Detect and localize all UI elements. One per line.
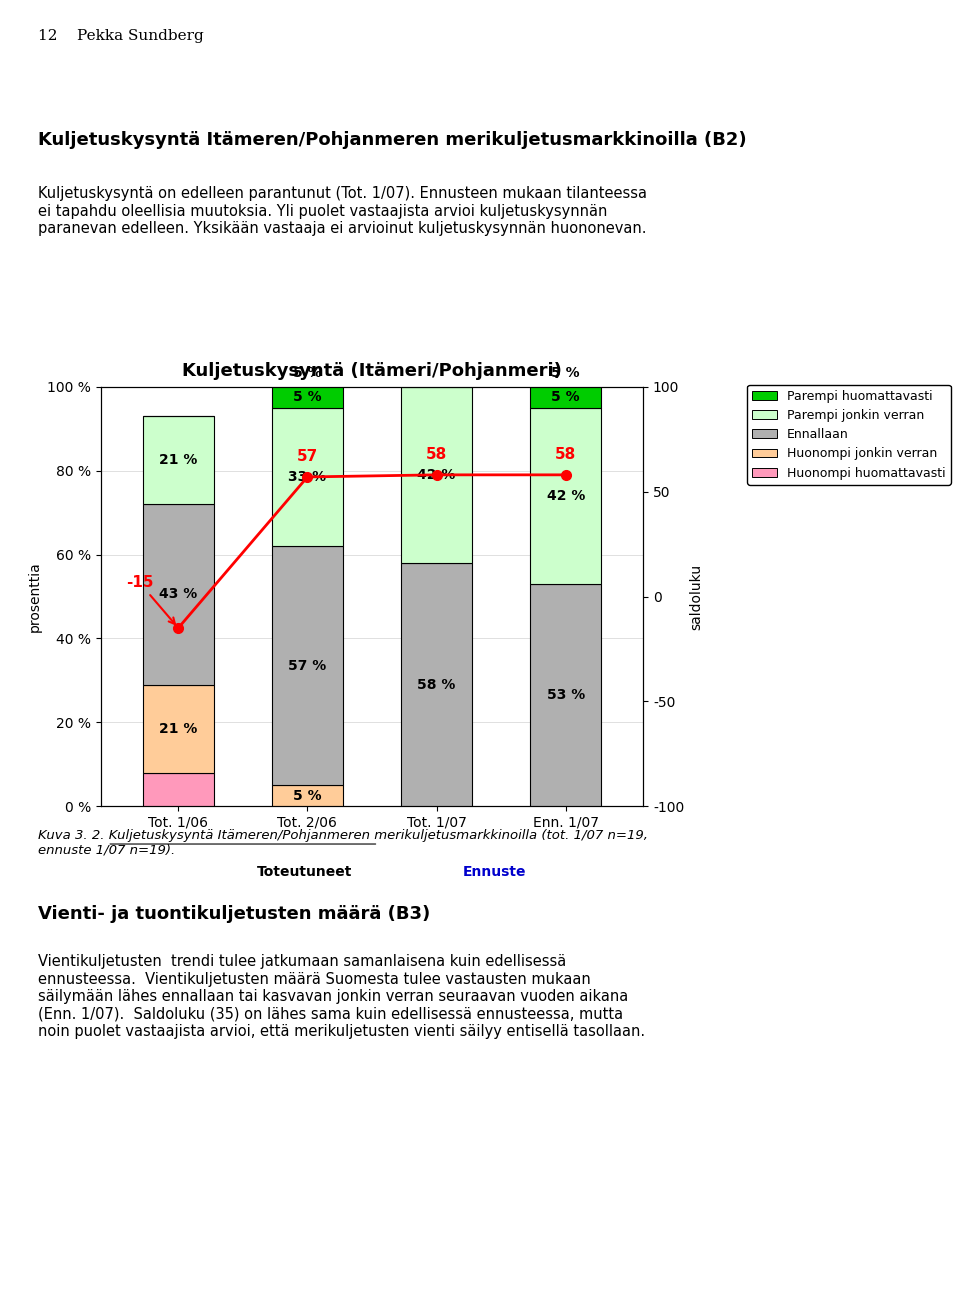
- Text: Kuva 3. 2. Kuljetuskysyntä Itämeren/Pohjanmeren merikuljetusmarkkinoilla (tot. 1: Kuva 3. 2. Kuljetuskysyntä Itämeren/Pohj…: [38, 829, 648, 856]
- Text: Kuljetuskysyntä Itämeren/Pohjanmeren merikuljetusmarkkinoilla (B2): Kuljetuskysyntä Itämeren/Pohjanmeren mer…: [38, 131, 747, 149]
- Text: 5 %: 5 %: [551, 367, 580, 380]
- Text: 42 %: 42 %: [546, 489, 585, 503]
- Bar: [272, 408, 343, 547]
- Y-axis label: prosenttia: prosenttia: [28, 561, 41, 632]
- Text: 42 %: 42 %: [418, 468, 456, 482]
- Bar: [143, 505, 214, 684]
- Title: Kuljetuskysyntä (Itämeri/Pohjanmeri): Kuljetuskysyntä (Itämeri/Pohjanmeri): [182, 362, 562, 380]
- Bar: [530, 408, 601, 583]
- Bar: [530, 583, 601, 806]
- Bar: [272, 547, 343, 785]
- Text: Vienti- ja tuontikuljetusten määrä (B3): Vienti- ja tuontikuljetusten määrä (B3): [38, 905, 431, 923]
- Bar: [530, 387, 601, 408]
- Text: 5 %: 5 %: [293, 367, 322, 380]
- Bar: [272, 387, 343, 408]
- Text: 58: 58: [555, 447, 576, 463]
- Text: Ennuste: Ennuste: [463, 865, 526, 878]
- Bar: [143, 416, 214, 505]
- Bar: [272, 785, 343, 806]
- Text: 5 %: 5 %: [551, 391, 580, 404]
- Text: Vientikuljetusten  trendi tulee jatkumaan samanlaisena kuin edellisessä
ennustee: Vientikuljetusten trendi tulee jatkumaan…: [38, 954, 645, 1040]
- Text: -15: -15: [126, 576, 175, 624]
- Legend: Parempi huomattavasti, Parempi jonkin verran, Ennallaan, Huonompi jonkin verran,: Parempi huomattavasti, Parempi jonkin ve…: [747, 384, 950, 485]
- Text: Kuljetuskysyntä on edelleen parantunut (Tot. 1/07). Ennusteen mukaan tilanteessa: Kuljetuskysyntä on edelleen parantunut (…: [38, 186, 647, 236]
- Bar: [401, 387, 472, 562]
- Text: Toteutuneet: Toteutuneet: [256, 865, 352, 878]
- Text: 5 %: 5 %: [293, 391, 322, 404]
- Text: 5 %: 5 %: [293, 789, 322, 802]
- Text: 53 %: 53 %: [546, 688, 585, 703]
- Text: 33 %: 33 %: [288, 469, 326, 484]
- Text: 43 %: 43 %: [159, 587, 198, 602]
- Y-axis label: saldoluku: saldoluku: [689, 564, 704, 629]
- Text: 21 %: 21 %: [159, 454, 198, 467]
- Text: 12    Pekka Sundberg: 12 Pekka Sundberg: [38, 29, 204, 43]
- Text: 58 %: 58 %: [418, 678, 456, 692]
- Text: 21 %: 21 %: [159, 721, 198, 735]
- Text: 57: 57: [297, 450, 318, 464]
- Bar: [143, 772, 214, 806]
- Bar: [401, 562, 472, 806]
- Text: 57 %: 57 %: [288, 658, 326, 673]
- Bar: [143, 684, 214, 772]
- Text: 58: 58: [426, 447, 447, 463]
